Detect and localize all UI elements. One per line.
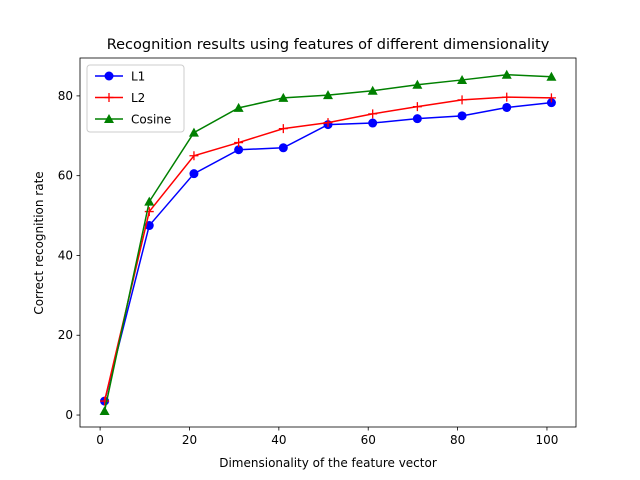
legend-label-l1: L1 bbox=[131, 70, 145, 84]
data-point-l1 bbox=[412, 114, 422, 124]
axes: 0 20 40 60 80 100 0 20 40 60 80 bbox=[58, 57, 577, 447]
legend-label-cosine: Cosine bbox=[131, 113, 171, 127]
y-tick-label: 60 bbox=[58, 169, 73, 183]
legend-marker-l2 bbox=[104, 93, 114, 102]
y-tick-label: 20 bbox=[58, 328, 73, 342]
data-point-cosine bbox=[412, 79, 423, 89]
data-point-cosine bbox=[546, 71, 557, 81]
chart-title: Recognition results using features of di… bbox=[107, 37, 550, 53]
data-point-l1 bbox=[368, 118, 378, 128]
data-point-cosine bbox=[367, 85, 378, 95]
data-point-l2 bbox=[278, 124, 288, 134]
x-tick-label: 0 bbox=[96, 433, 104, 447]
y-tick-label: 0 bbox=[65, 408, 73, 422]
data-point-l2 bbox=[368, 109, 378, 119]
x-axis-label: Dimensionality of the feature vector bbox=[219, 456, 437, 470]
data-point-l2 bbox=[189, 151, 199, 161]
data-point-cosine bbox=[188, 127, 199, 137]
data-point-cosine bbox=[144, 196, 155, 206]
data-point-l1 bbox=[189, 169, 199, 179]
data-point-cosine bbox=[233, 102, 244, 112]
data-point-cosine bbox=[278, 92, 289, 102]
data-point-l2 bbox=[234, 138, 244, 148]
data-point-cosine bbox=[501, 69, 512, 79]
y-axis-label: Correct recognition rate bbox=[32, 171, 46, 314]
data-point-l1 bbox=[457, 111, 467, 121]
data-point-l1 bbox=[546, 98, 556, 108]
x-tick-label: 60 bbox=[361, 433, 376, 447]
legend: L1 L2 Cosine bbox=[86, 64, 185, 133]
data-point-l1 bbox=[502, 102, 512, 112]
data-point-l2 bbox=[323, 118, 333, 128]
x-tick-label: 20 bbox=[182, 433, 197, 447]
y-tick-label: 80 bbox=[58, 89, 73, 103]
data-point-cosine bbox=[457, 74, 468, 84]
x-tick-label: 100 bbox=[536, 433, 559, 447]
data-point-cosine bbox=[99, 406, 110, 416]
data-point-l2 bbox=[546, 93, 556, 103]
data-point-l1 bbox=[234, 145, 244, 155]
data-point-l2 bbox=[502, 92, 512, 102]
x-tick-label: 80 bbox=[450, 433, 465, 447]
data-point-cosine bbox=[323, 90, 333, 100]
legend-label-l2: L2 bbox=[131, 91, 145, 105]
legend-box bbox=[86, 64, 185, 133]
x-tick-label: 40 bbox=[271, 433, 286, 447]
data-point-l2 bbox=[457, 95, 467, 105]
data-point-l1 bbox=[278, 143, 288, 153]
data-point-l2 bbox=[100, 396, 110, 406]
legend-marker-l1 bbox=[104, 71, 114, 81]
plot-area bbox=[99, 69, 557, 416]
legend-marker-cosine bbox=[104, 114, 114, 123]
data-point-l2 bbox=[412, 102, 422, 112]
data-point-l2 bbox=[144, 207, 154, 217]
axes-frame bbox=[79, 57, 577, 428]
y-tick-label: 40 bbox=[58, 248, 73, 262]
